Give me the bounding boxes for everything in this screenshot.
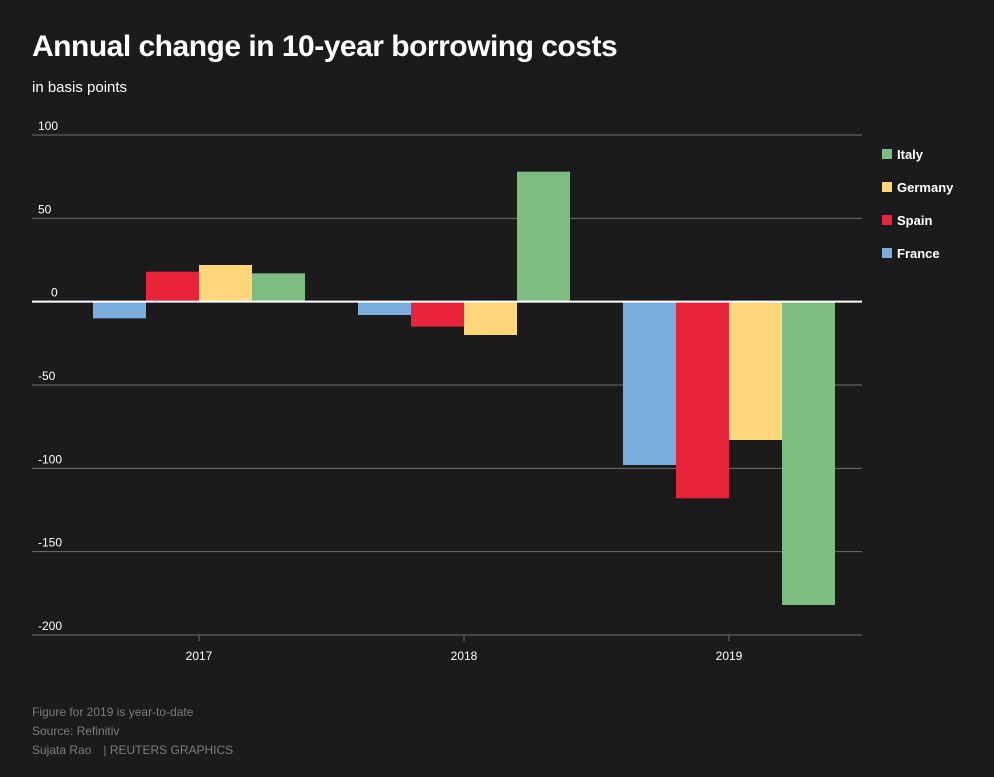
legend-swatch-spain <box>882 215 892 225</box>
legend-swatch-germany <box>882 182 892 192</box>
bar-italy-2018 <box>517 171 570 302</box>
legend-swatch-italy <box>882 149 892 159</box>
bar-france-2018 <box>358 301 411 315</box>
chart-title: Annual change in 10-year borrowing costs <box>32 30 618 63</box>
legend-label-germany: Germany <box>897 180 954 195</box>
y-tick-label: 0 <box>51 286 58 300</box>
footnote: Figure for 2019 is year-to-date <box>32 705 194 719</box>
y-tick-label: -50 <box>38 369 56 383</box>
bar-italy-2019 <box>782 301 835 605</box>
y-tick-label: -100 <box>38 452 62 466</box>
legend-label-france: France <box>897 246 940 261</box>
legend-label-spain: Spain <box>897 213 932 228</box>
y-tick-label: -150 <box>38 536 62 550</box>
chart-subtitle: in basis points <box>32 79 128 96</box>
credit-line: Sujata Rao | REUTERS GRAPHICS <box>32 743 233 757</box>
bar-italy-2017 <box>252 273 305 302</box>
bar-germany-2019 <box>729 301 782 440</box>
bar-germany-2017 <box>199 265 252 302</box>
x-tick-label: 2018 <box>451 649 478 663</box>
y-tick-label: -200 <box>38 619 62 633</box>
bar-germany-2018 <box>464 301 517 335</box>
y-tick-label: 100 <box>38 119 58 133</box>
author-credit: Sujata Rao <box>32 743 92 757</box>
bar-spain-2019 <box>676 301 729 499</box>
agency-credit: | REUTERS GRAPHICS <box>103 743 234 757</box>
axis-layer: 100 50 0 -50 -100 -150 -200 2017 2018 2019 <box>32 119 862 663</box>
legend-label-italy: Italy <box>897 147 924 162</box>
legend-swatch-france <box>882 248 892 258</box>
y-tick-label: 50 <box>38 202 52 216</box>
bar-spain-2018 <box>411 301 464 327</box>
bar-france-2019 <box>623 301 676 465</box>
x-tick-label: 2019 <box>716 649 743 663</box>
bars-layer <box>93 171 835 605</box>
legend: Italy Germany Spain France <box>882 147 954 261</box>
bar-spain-2017 <box>146 271 199 302</box>
source-note: Source: Refinitiv <box>32 724 120 738</box>
x-tick-label: 2017 <box>186 649 213 663</box>
bar-france-2017 <box>93 301 146 319</box>
